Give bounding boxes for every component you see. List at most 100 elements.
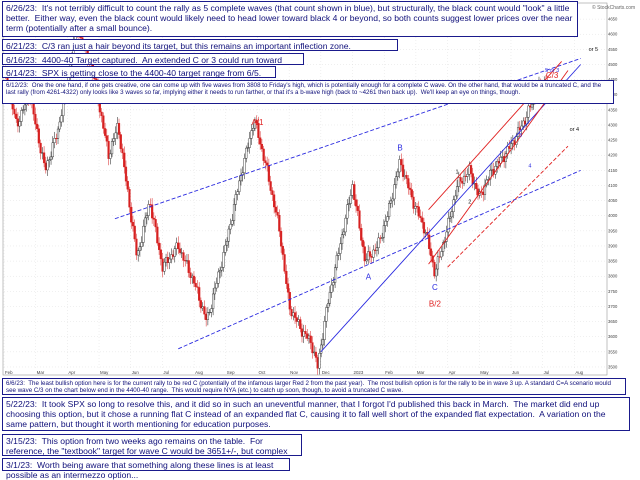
- candle-body: [145, 215, 148, 219]
- candle-body: [238, 180, 241, 192]
- note-6-12: 6/12/23: One the one hand, if one gets c…: [2, 80, 614, 104]
- candle-body: [130, 206, 133, 223]
- candle-body: [259, 137, 262, 145]
- candle-body: [60, 115, 63, 123]
- candle-body: [297, 319, 300, 322]
- candle-body: [213, 287, 216, 295]
- candle-body: [302, 331, 305, 337]
- y-tick-label: 4300: [608, 122, 618, 127]
- candle-body: [323, 321, 326, 340]
- candle-body: [307, 335, 311, 339]
- wave-label: B/2: [429, 299, 442, 308]
- candle-body: [123, 152, 126, 168]
- candle-body: [231, 220, 234, 225]
- y-tick-label: 3850: [608, 259, 618, 264]
- candle-body: [206, 312, 209, 320]
- candle-body: [408, 187, 412, 190]
- candle-body: [372, 249, 375, 258]
- candle-body: [260, 144, 264, 150]
- candle-body: [374, 249, 377, 251]
- candle-body: [58, 121, 61, 130]
- candle-body: [203, 306, 206, 315]
- candle-body: [415, 206, 419, 208]
- candle-body: [48, 159, 51, 162]
- candle-body: [440, 251, 443, 258]
- y-tick-label: 3750: [608, 289, 618, 294]
- candle-body: [178, 248, 182, 253]
- candle-body: [147, 204, 150, 216]
- candle-body: [299, 319, 302, 329]
- candle-body: [187, 260, 190, 273]
- candle-body: [281, 245, 284, 255]
- candle-body: [16, 118, 20, 127]
- grid-lines: [3, 4, 606, 370]
- candle-body: [229, 223, 232, 230]
- y-tick-label: 4050: [608, 198, 618, 203]
- candle-body: [508, 146, 511, 149]
- candle-body: [335, 255, 338, 268]
- candle-body: [18, 121, 21, 127]
- candle-body: [461, 181, 464, 184]
- wave-labels: A/1 A B C B/2 1 2 3 4 5 or 3C/3 or 4 or 5: [251, 47, 598, 309]
- x-tick-label: Feb: [5, 370, 13, 375]
- candle-body: [151, 204, 154, 219]
- candle-body: [283, 254, 286, 272]
- wave-label: A/1: [251, 118, 264, 127]
- candle-body: [126, 180, 129, 190]
- candle-body: [107, 140, 110, 159]
- candle-body: [318, 353, 321, 369]
- y-tick-label: 3650: [608, 319, 618, 324]
- x-tick-label: Oct: [258, 370, 266, 375]
- y-tick-label: 3600: [608, 334, 618, 339]
- candle-body: [171, 254, 175, 257]
- candle-body: [53, 138, 56, 143]
- candle-body: [124, 166, 128, 182]
- x-tick-label: May: [100, 370, 109, 375]
- candle-body: [464, 175, 467, 177]
- candle-body: [466, 174, 469, 177]
- candle-body: [194, 282, 197, 287]
- candle-body: [279, 230, 283, 247]
- candle-body: [405, 175, 408, 179]
- candle-body: [306, 333, 309, 339]
- candle-body: [381, 237, 384, 239]
- candle-body: [501, 156, 504, 158]
- candle-body: [523, 120, 527, 125]
- candle-body: [473, 183, 476, 185]
- wave-label: or 4: [570, 127, 579, 133]
- candle-body: [156, 226, 159, 244]
- note-6-6: 6/6/23: The least bullish option here is…: [2, 378, 626, 395]
- candle-body: [51, 142, 54, 158]
- candles: [4, 26, 553, 375]
- candle-body: [529, 105, 532, 108]
- candle-body: [210, 308, 213, 313]
- candle-body: [300, 328, 304, 337]
- channel-line: [178, 169, 581, 350]
- y-tick-label: 4150: [608, 168, 618, 173]
- candle-body: [227, 228, 230, 242]
- candle-body: [245, 147, 248, 159]
- y-tick-label: 4600: [608, 32, 618, 37]
- candle-body: [273, 194, 276, 208]
- candle-body: [246, 147, 250, 149]
- wave-label: C/3: [546, 71, 559, 80]
- candle-body: [117, 123, 121, 135]
- x-tick-label: May: [480, 370, 489, 375]
- candle-body: [161, 258, 164, 272]
- candle-body: [152, 217, 155, 220]
- candle-body: [184, 260, 187, 262]
- candle-body: [98, 102, 101, 113]
- candle-body: [457, 177, 460, 187]
- candle-body: [32, 102, 35, 115]
- candle-body: [311, 342, 314, 354]
- candle-body: [435, 268, 438, 277]
- candle-body: [164, 257, 168, 263]
- candle-body: [15, 113, 18, 119]
- candle-body: [394, 176, 398, 185]
- candle-body: [23, 104, 27, 110]
- candle-body: [253, 119, 257, 129]
- wave-label: C: [432, 283, 438, 292]
- candle-body: [499, 157, 502, 164]
- note-6-26: 6/26/23: It's not terribly difficult to …: [2, 1, 578, 37]
- candle-body: [121, 148, 124, 154]
